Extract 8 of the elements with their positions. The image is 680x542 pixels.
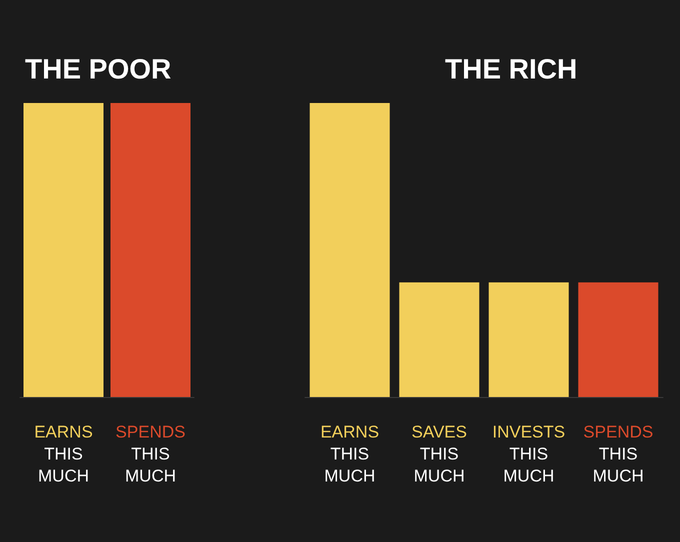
chart-title: THE RICH (445, 54, 578, 84)
x-tick-label: SPENDS THIS MUCH (583, 422, 654, 486)
x-tick-label: SPENDS THIS MUCH (116, 422, 186, 486)
chart-title: THE POOR (25, 54, 172, 84)
x-tick-label: INVESTS THIS MUCH (492, 422, 566, 486)
x-tick-label: EARNS THIS MUCH (34, 422, 93, 486)
x-tick-label: EARNS THIS MUCH (320, 422, 380, 486)
x-tick-label: SAVES THIS MUCH (412, 422, 467, 486)
